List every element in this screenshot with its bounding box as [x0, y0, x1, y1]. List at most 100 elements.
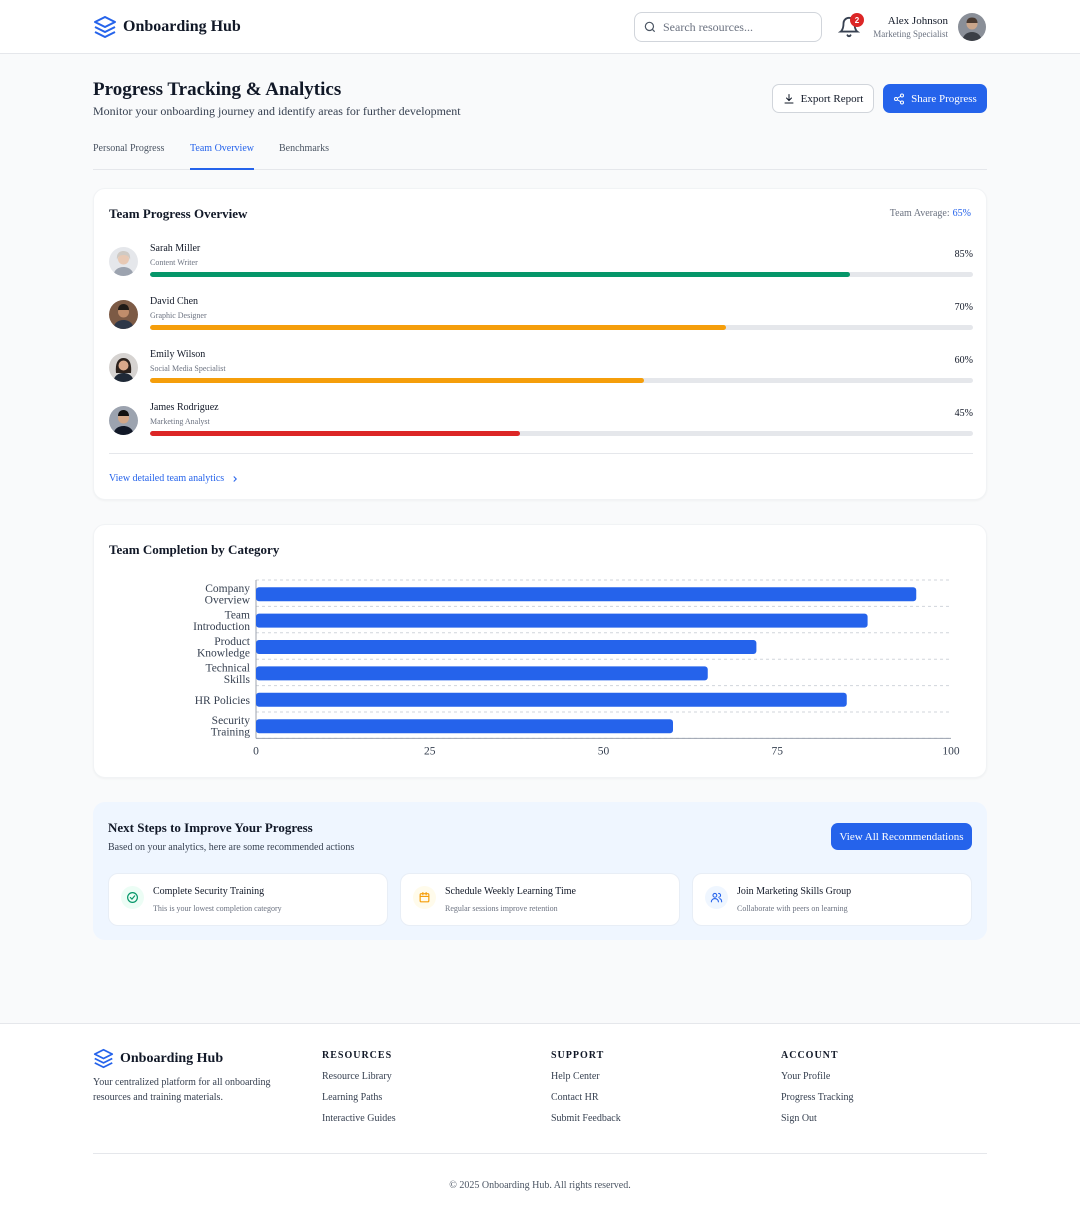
- share-progress-button[interactable]: Share Progress: [883, 84, 987, 113]
- x-tick-label: 25: [424, 745, 436, 757]
- team-average: Team Average: 65%: [890, 208, 971, 219]
- category-tick-label: Team Introduction: [193, 610, 250, 634]
- chart-title: Team Completion by Category: [109, 542, 280, 557]
- tab-team-overview[interactable]: Team Overview: [190, 143, 254, 170]
- recommendation-subtitle: Collaborate with peers on learning: [737, 904, 848, 913]
- team-progress-title: Team Progress Overview: [109, 206, 248, 221]
- footer-link[interactable]: Learning Paths: [322, 1092, 383, 1103]
- category-tick-label: Security Training: [211, 715, 250, 739]
- chevron-right-icon: [233, 475, 238, 482]
- footer-divider: [93, 1153, 987, 1154]
- member-avatar: [109, 406, 138, 435]
- progress-fill: [150, 325, 727, 330]
- member-name: David Chen: [150, 296, 199, 307]
- team-progress-card: Team Progress Overview Team Average: 65% …: [93, 188, 987, 500]
- chart-bar: [256, 640, 757, 654]
- copyright: © 2025 Onboarding Hub. All rights reserv…: [449, 1180, 631, 1191]
- progress-track: [150, 378, 973, 383]
- progress-track: [150, 431, 973, 436]
- user-info[interactable]: Alex Johnson Marketing Specialist: [873, 15, 948, 39]
- export-report-label: Export Report: [800, 92, 864, 105]
- member-role: Social Media Specialist: [150, 364, 226, 373]
- calendar-icon: [419, 892, 430, 903]
- category-tick-label: HR Policies: [195, 695, 251, 707]
- tab-benchmarks[interactable]: Benchmarks: [279, 143, 329, 154]
- footer-link[interactable]: Submit Feedback: [551, 1113, 621, 1124]
- footer-link[interactable]: Contact HR: [551, 1092, 599, 1103]
- progress-fill: [150, 272, 850, 277]
- team-member-row[interactable]: Sarah Miller Content Writer 85%: [109, 243, 973, 287]
- layers-icon: [94, 16, 116, 38]
- footer-column-support: SUPPORT Help Center Contact HR Submit Fe…: [551, 1050, 621, 1124]
- top-header: Onboarding Hub 2 Alex Johnson Marketing …: [0, 0, 1080, 54]
- footer-link[interactable]: Your Profile: [781, 1071, 831, 1082]
- member-name: Sarah Miller: [150, 243, 201, 254]
- tab-bar: Personal Progress Team Overview Benchmar…: [93, 140, 987, 170]
- footer-column-account: ACCOUNT Your Profile Progress Tracking S…: [781, 1050, 854, 1124]
- recommendation-icon-wrap: [705, 886, 728, 909]
- member-name: Emily Wilson: [150, 349, 206, 360]
- next-steps-panel: Next Steps to Improve Your Progress Base…: [93, 802, 987, 940]
- recommendation-card[interactable]: Join Marketing Skills Group Collaborate …: [692, 873, 972, 926]
- footer-link[interactable]: Sign Out: [781, 1113, 817, 1124]
- x-tick-label: 50: [598, 745, 610, 757]
- footer-link[interactable]: Help Center: [551, 1071, 600, 1082]
- recommendation-subtitle: Regular sessions improve retention: [445, 904, 558, 913]
- team-average-label: Team Average:: [889, 208, 950, 219]
- team-member-row[interactable]: James Rodriguez Marketing Analyst 45%: [109, 402, 973, 446]
- category-tick-label: Product Knowledge: [197, 636, 251, 660]
- progress-track: [150, 272, 973, 277]
- app-logo[interactable]: Onboarding Hub: [93, 15, 241, 39]
- user-name: Alex Johnson: [887, 15, 948, 27]
- next-steps-title: Next Steps to Improve Your Progress: [108, 820, 313, 835]
- x-tick-label: 0: [253, 745, 259, 757]
- team-member-row[interactable]: Emily Wilson Social Media Specialist 60%: [109, 349, 973, 393]
- team-average-value: 65%: [952, 208, 971, 219]
- page-title: Progress Tracking & Analytics: [93, 79, 342, 100]
- page-footer: Onboarding Hub Your centralized platform…: [0, 1023, 1080, 1216]
- member-percent: 85%: [954, 249, 973, 260]
- footer-link[interactable]: Interactive Guides: [322, 1113, 396, 1124]
- search-box[interactable]: [634, 12, 822, 42]
- footer-heading: RESOURCES: [322, 1050, 393, 1061]
- member-percent: 45%: [954, 408, 973, 419]
- search-input[interactable]: [663, 19, 813, 35]
- recommendation-card[interactable]: Schedule Weekly Learning Time Regular se…: [400, 873, 680, 926]
- team-analytics-link-label: View detailed team analytics: [109, 473, 225, 484]
- team-analytics-link[interactable]: View detailed team analytics: [109, 473, 240, 484]
- view-recommendations-button[interactable]: View All Recommendations: [831, 823, 972, 850]
- recommendation-title: Join Marketing Skills Group: [737, 886, 852, 897]
- card-divider: [109, 453, 973, 454]
- member-avatar: [109, 353, 138, 382]
- footer-heading: ACCOUNT: [781, 1050, 839, 1061]
- team-member-row[interactable]: David Chen Graphic Designer 70%: [109, 296, 973, 340]
- export-report-button[interactable]: Export Report: [772, 84, 874, 113]
- recommendation-icon-wrap: [121, 886, 144, 909]
- recommendation-card[interactable]: Complete Security Training This is your …: [108, 873, 388, 926]
- share-progress-label: Share Progress: [911, 92, 977, 105]
- member-avatar: [109, 300, 138, 329]
- search-icon: [644, 21, 656, 33]
- check-circle-icon: [127, 892, 138, 903]
- footer-logo[interactable]: Onboarding Hub: [93, 1048, 223, 1069]
- member-avatar: [109, 247, 138, 276]
- next-steps-subtitle: Based on your analytics, here are some r…: [108, 842, 355, 853]
- user-avatar[interactable]: [958, 13, 986, 41]
- member-name: James Rodriguez: [150, 402, 219, 413]
- user-role: Marketing Specialist: [873, 29, 948, 39]
- app-name: Onboarding Hub: [123, 18, 241, 35]
- footer-link[interactable]: Resource Library: [322, 1071, 392, 1082]
- recommendation-title: Complete Security Training: [153, 886, 265, 897]
- chart-bar: [256, 613, 868, 628]
- member-percent: 60%: [954, 355, 973, 366]
- footer-link[interactable]: Progress Tracking: [781, 1092, 854, 1103]
- footer-description: Your centralized platform for all onboar…: [93, 1077, 271, 1103]
- footer-column-resources: RESOURCES Resource Library Learning Path…: [322, 1050, 396, 1124]
- progress-track: [150, 325, 973, 330]
- users-icon: [710, 892, 723, 903]
- member-role: Content Writer: [150, 258, 198, 267]
- bell-icon[interactable]: [838, 16, 860, 38]
- layers-icon: [93, 1048, 114, 1069]
- tab-personal-progress[interactable]: Personal Progress: [93, 143, 165, 154]
